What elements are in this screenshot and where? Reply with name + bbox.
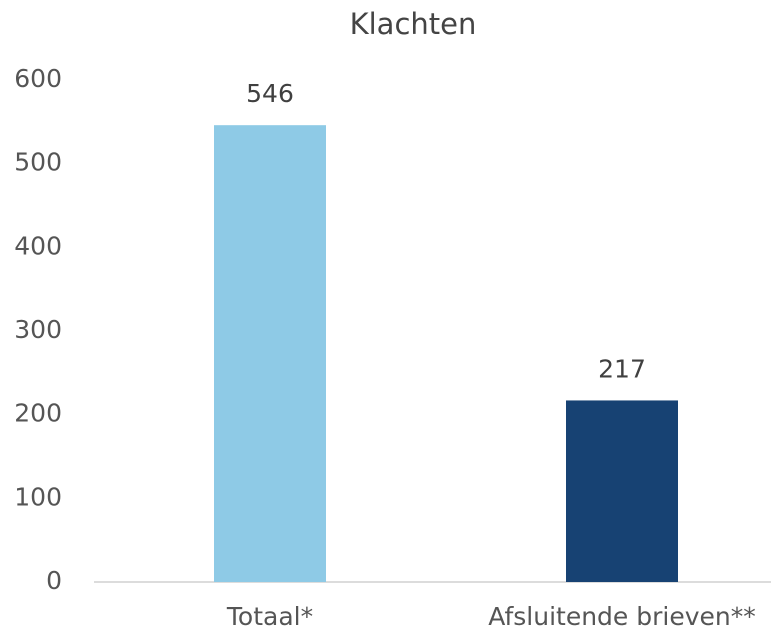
y-tick-label: 500 (14, 148, 62, 177)
value-label: 217 (598, 354, 646, 383)
value-label: 546 (246, 79, 294, 108)
y-tick-label: 100 (14, 482, 62, 511)
y-tick-label: 600 (14, 64, 62, 93)
y-tick-label: 300 (14, 315, 62, 344)
chart-title: Klachten (350, 7, 477, 41)
y-tick-label: 0 (46, 566, 62, 595)
x-tick-label: Totaal* (226, 602, 313, 631)
bar (214, 125, 326, 583)
bar (566, 400, 678, 582)
y-tick-label: 400 (14, 231, 62, 260)
y-tick-label: 200 (14, 399, 62, 428)
x-tick-label: Afsluitende brieven** (488, 602, 756, 631)
